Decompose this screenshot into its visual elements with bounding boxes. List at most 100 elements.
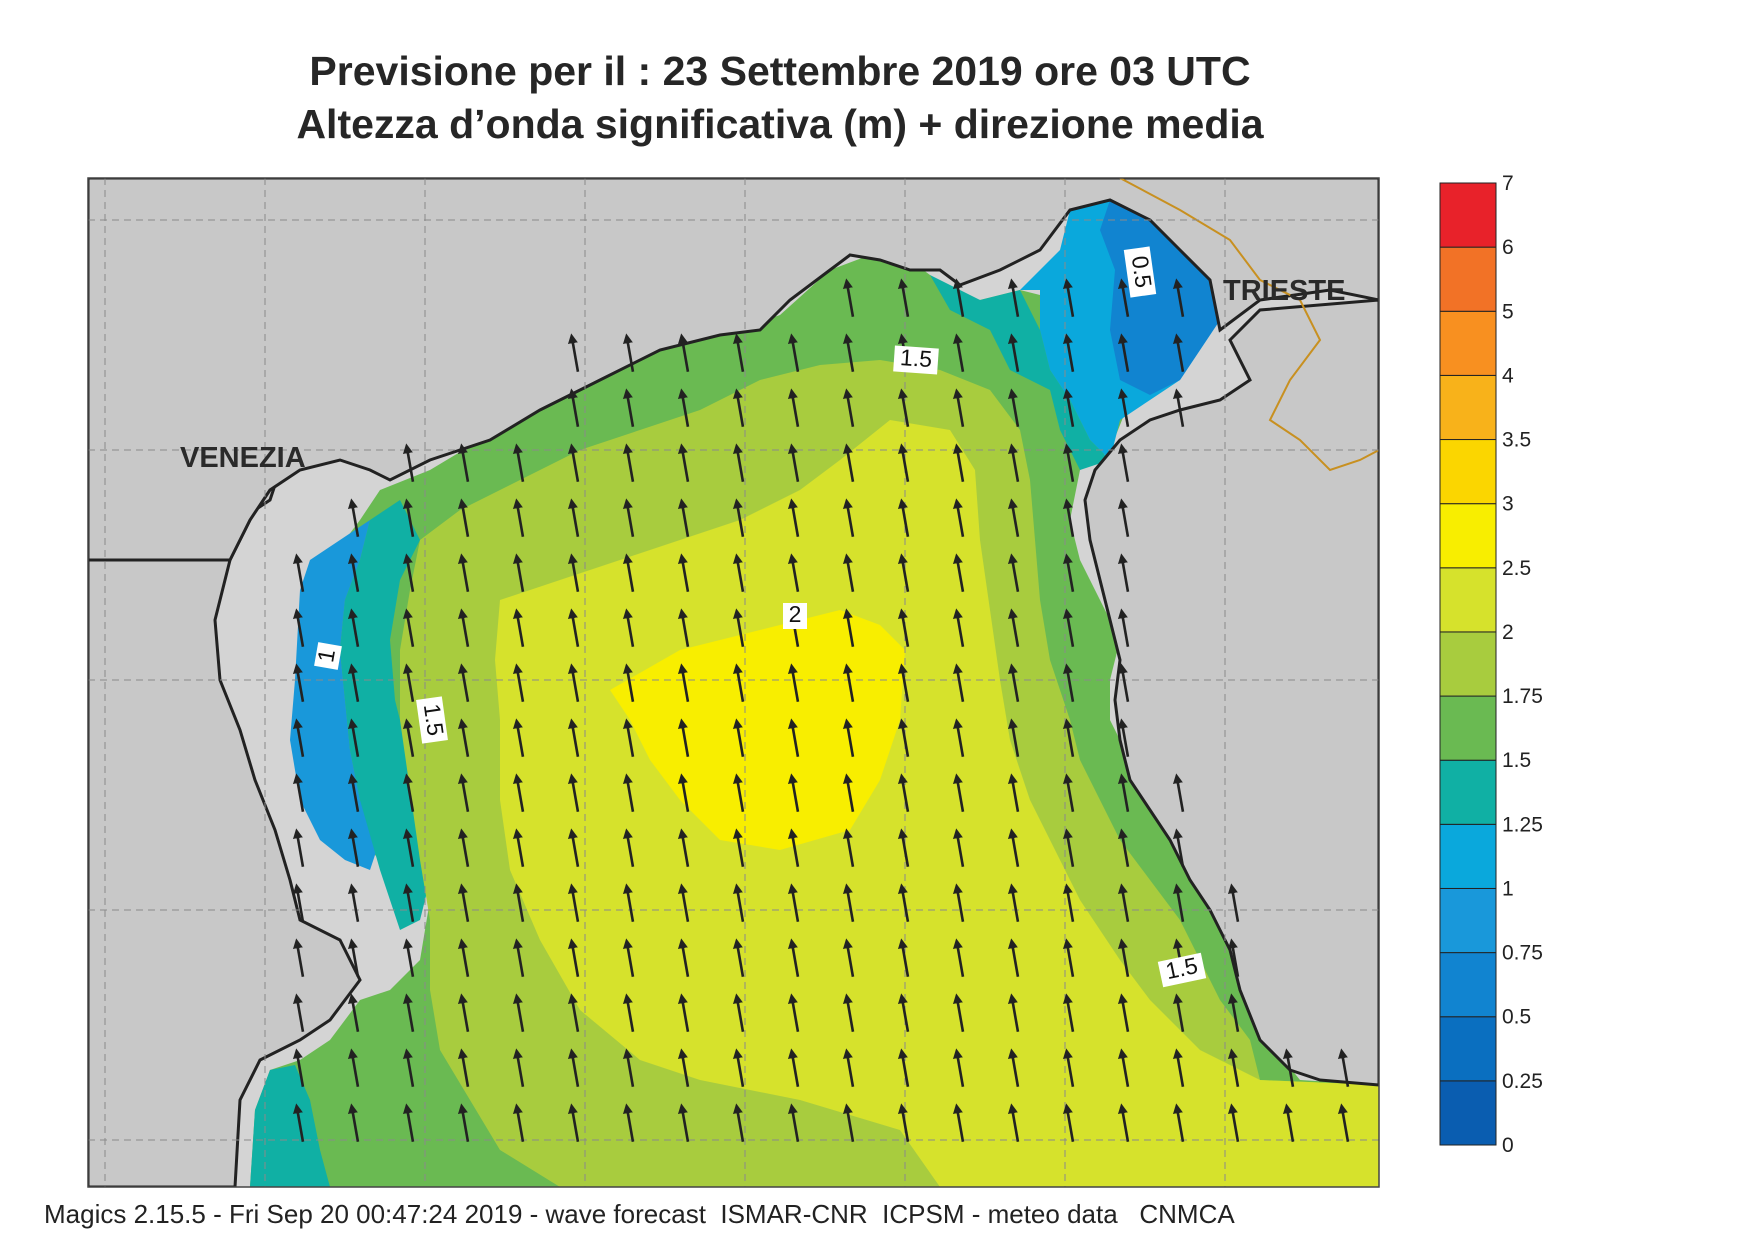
wave-direction-arrow: [1062, 828, 1075, 867]
wave-direction-arrow: [1007, 1048, 1020, 1087]
svg-text:1.5: 1.5: [899, 344, 933, 372]
wave-direction-arrow: [292, 1048, 305, 1087]
wave-direction-arrow: [677, 333, 690, 372]
wave-direction-arrow: [897, 773, 910, 812]
wave-direction-arrow: [787, 1048, 800, 1087]
wave-direction-arrow: [677, 388, 690, 427]
wave-direction-arrow: [732, 443, 745, 482]
wave-direction-arrow: [567, 993, 580, 1032]
contour-label-1-west: 1: [312, 642, 342, 670]
colorbar-tick-label: 1: [1502, 877, 1514, 900]
wave-direction-arrow: [622, 498, 635, 537]
wave-direction-arrow: [402, 938, 415, 977]
colorbar-swatch: [1439, 503, 1497, 569]
wave-direction-arrow: [897, 553, 910, 592]
colorbar: 0 0.25 0.5 0.75 1 1.25 1.5 1.75 2 2.5 3 3.5 4 5 6 7: [1439, 172, 1543, 1157]
wave-direction-arrow: [842, 1048, 855, 1087]
wave-direction-arrow: [457, 443, 470, 482]
svg-text:2: 2: [789, 601, 802, 627]
wave-direction-arrow: [952, 608, 965, 647]
wave-direction-arrow: [512, 718, 525, 757]
wave-direction-arrow: [622, 388, 635, 427]
wave-direction-arrow: [677, 718, 690, 757]
wave-direction-arrow: [347, 498, 360, 537]
wave-direction-arrow: [512, 498, 525, 537]
wave-direction-arrow: [512, 828, 525, 867]
wave-direction-arrow: [677, 498, 690, 537]
wave-direction-arrow: [1062, 498, 1075, 537]
wave-direction-arrow: [897, 993, 910, 1032]
wave-direction-arrow: [347, 773, 360, 812]
contour-label-2: 2: [783, 601, 807, 629]
wave-direction-arrow: [787, 773, 800, 812]
colorbar-tick-label: 4: [1502, 364, 1514, 387]
wave-direction-arrow: [622, 938, 635, 977]
wave-direction-arrow: [732, 333, 745, 372]
colorbar-swatch: [1439, 823, 1497, 889]
wave-direction-arrow: [1062, 443, 1075, 482]
wave-direction-arrow: [897, 278, 910, 317]
wave-direction-arrow: [622, 663, 635, 702]
wave-direction-arrow: [787, 333, 800, 372]
colorbar-tick-label: 3.5: [1502, 429, 1531, 452]
wave-direction-arrow: [457, 1048, 470, 1087]
wave-direction-arrow: [677, 773, 690, 812]
wave-direction-arrow: [787, 883, 800, 922]
wave-direction-arrow: [512, 663, 525, 702]
wave-direction-arrow: [347, 663, 360, 702]
wave-direction-arrow: [1117, 993, 1130, 1032]
wave-direction-arrow: [622, 553, 635, 592]
wave-direction-arrow: [842, 498, 855, 537]
wave-direction-arrow: [457, 883, 470, 922]
city-label-trieste: TRIESTE: [1223, 275, 1345, 307]
colorbar-tick-label: 1.75: [1502, 685, 1543, 708]
wave-direction-arrow: [732, 498, 745, 537]
wave-direction-arrow: [1117, 388, 1130, 427]
wave-direction-arrow: [1337, 1048, 1350, 1087]
colorbar-tick-label: 0.5: [1502, 1006, 1531, 1029]
wave-direction-arrow: [787, 443, 800, 482]
wave-direction-arrow: [842, 828, 855, 867]
wave-direction-arrow: [787, 663, 800, 702]
contour-label-1.5-north: 1.5: [893, 344, 939, 375]
wave-direction-arrow: [1172, 1103, 1185, 1142]
wave-direction-arrow: [567, 388, 580, 427]
wave-direction-arrow: [402, 443, 415, 482]
wave-direction-arrow: [622, 773, 635, 812]
wave-direction-arrow: [952, 333, 965, 372]
wave-direction-arrow: [1062, 938, 1075, 977]
wave-direction-arrow: [622, 333, 635, 372]
graticule: [88, 178, 1379, 1187]
wave-direction-arrow: [952, 828, 965, 867]
wave-direction-arrow: [512, 993, 525, 1032]
wave-direction-arrow: [787, 1103, 800, 1142]
wave-direction-arrow: [952, 938, 965, 977]
wave-direction-arrow: [1007, 333, 1020, 372]
svg-text:1.5: 1.5: [419, 702, 449, 737]
colorbar-tick-label: 2: [1502, 621, 1514, 644]
wave-direction-arrow: [1117, 278, 1130, 317]
wave-direction-arrows: [292, 278, 1350, 1142]
wave-direction-arrow: [402, 1103, 415, 1142]
wave-direction-arrow: [1007, 278, 1020, 317]
wave-direction-arrow: [457, 828, 470, 867]
wave-direction-arrow: [1172, 828, 1185, 867]
wave-direction-arrow: [567, 663, 580, 702]
wave-direction-arrow: [622, 443, 635, 482]
wave-direction-arrow: [1172, 993, 1185, 1032]
wave-direction-arrow: [292, 718, 305, 757]
sea-band-yellowgreen: [495, 420, 1379, 1187]
wave-direction-arrow: [512, 938, 525, 977]
wave-direction-arrow: [402, 828, 415, 867]
wave-direction-arrow: [842, 553, 855, 592]
wave-direction-arrow: [677, 553, 690, 592]
wave-direction-arrow: [1062, 388, 1075, 427]
wave-direction-arrow: [1062, 1048, 1075, 1087]
wave-direction-arrow: [567, 883, 580, 922]
wave-direction-arrow: [842, 278, 855, 317]
wave-direction-arrow: [1117, 773, 1130, 812]
wave-direction-arrow: [952, 773, 965, 812]
wave-direction-arrow: [292, 663, 305, 702]
wave-direction-arrow: [842, 608, 855, 647]
wave-direction-arrow: [622, 718, 635, 757]
